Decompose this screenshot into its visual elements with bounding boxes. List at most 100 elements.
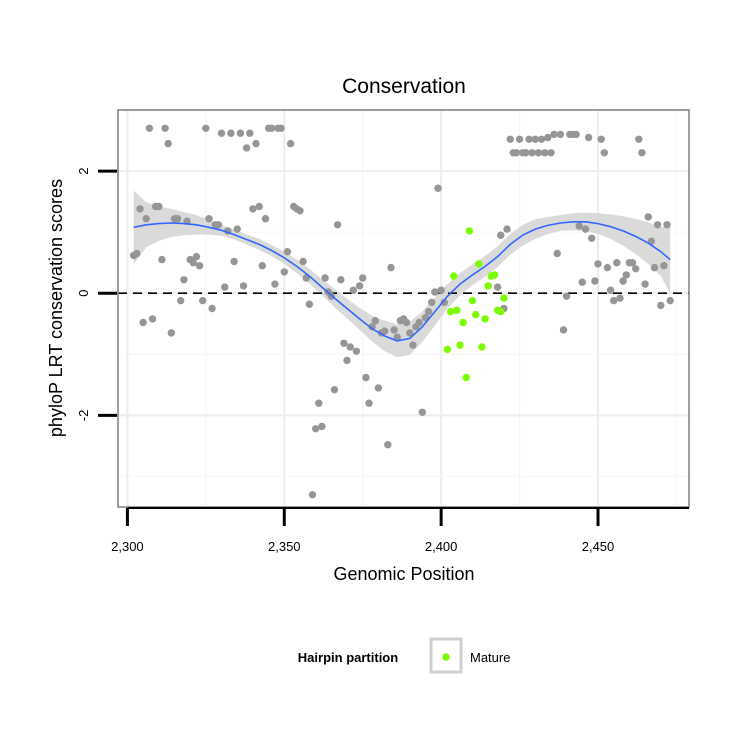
- point-other: [493, 283, 502, 291]
- point-other: [525, 135, 533, 143]
- point-other: [556, 130, 565, 139]
- point-other: [415, 318, 423, 327]
- point-other: [340, 339, 348, 347]
- point-other: [368, 323, 376, 331]
- x-axis: 2,300 2,350 2,400 2,450: [111, 507, 689, 554]
- point-other: [581, 225, 590, 233]
- point-other: [277, 124, 285, 132]
- point-other: [192, 252, 201, 261]
- point-other: [362, 373, 370, 382]
- legend-label-mature: Mature: [470, 650, 510, 665]
- point-other: [390, 326, 398, 334]
- y-axis-label: phyloP LRT conservation scores: [46, 179, 66, 437]
- point-other: [384, 441, 392, 449]
- point-other: [371, 317, 379, 325]
- point-other: [221, 283, 229, 291]
- point-other: [365, 399, 373, 407]
- point-other: [515, 135, 524, 143]
- point-other: [528, 149, 536, 157]
- point-mature: [472, 310, 480, 319]
- point-other: [202, 124, 210, 132]
- point-other: [506, 135, 514, 143]
- point-other: [236, 129, 245, 137]
- point-mature: [478, 343, 486, 351]
- point-mature: [450, 272, 458, 280]
- legend-title: Hairpin partition: [298, 650, 398, 665]
- point-other: [650, 263, 659, 272]
- point-other: [252, 139, 260, 148]
- smooth-trend-line: [133, 221, 671, 342]
- point-other: [296, 207, 304, 215]
- point-other: [381, 327, 389, 335]
- point-mature: [456, 341, 464, 349]
- point-other: [242, 144, 251, 152]
- point-other: [312, 425, 320, 433]
- point-other: [261, 215, 270, 223]
- point-other: [321, 274, 329, 282]
- x-tick-label: 2,350: [268, 539, 301, 554]
- plot-panel: [117, 109, 690, 508]
- point-other: [591, 277, 599, 285]
- point-other: [409, 341, 417, 349]
- point-other: [286, 139, 295, 148]
- point-other: [374, 384, 383, 392]
- point-other: [657, 301, 665, 310]
- point-other: [199, 296, 207, 305]
- point-other: [167, 329, 175, 337]
- point-other: [142, 215, 150, 223]
- point-other: [597, 135, 605, 143]
- point-other: [537, 135, 546, 143]
- point-other: [302, 274, 310, 282]
- point-other: [641, 280, 649, 288]
- x-tick-label: 2,400: [425, 539, 458, 554]
- point-other: [189, 259, 197, 267]
- y-tick-label: -2: [76, 410, 91, 422]
- point-other: [227, 129, 235, 137]
- point-other: [337, 276, 345, 284]
- point-other: [271, 280, 279, 288]
- point-other: [638, 149, 646, 157]
- point-other: [584, 133, 593, 142]
- point-other: [195, 262, 204, 270]
- points-mature: [443, 227, 508, 382]
- point-other: [572, 130, 580, 139]
- point-other: [663, 221, 671, 229]
- point-mature: [490, 271, 499, 279]
- point-other: [249, 205, 257, 213]
- point-other: [553, 249, 561, 258]
- point-other: [246, 129, 254, 137]
- point-other: [387, 263, 395, 272]
- point-other: [239, 282, 248, 290]
- point-other: [283, 248, 292, 256]
- point-other: [503, 225, 511, 233]
- point-other: [177, 296, 185, 305]
- point-other: [359, 274, 367, 282]
- point-other: [660, 262, 668, 270]
- point-other: [148, 315, 157, 323]
- point-mature: [459, 318, 467, 327]
- panel-background: [118, 110, 689, 507]
- point-other: [613, 259, 621, 267]
- point-other: [305, 300, 314, 308]
- point-other: [522, 149, 530, 157]
- point-other: [628, 259, 637, 267]
- x-tick-label: 2,450: [582, 539, 615, 554]
- point-mature: [497, 307, 505, 316]
- point-other: [666, 296, 674, 305]
- point-other: [333, 221, 342, 229]
- point-other: [434, 184, 442, 192]
- point-other: [230, 257, 238, 266]
- point-other: [308, 491, 317, 499]
- point-mature: [468, 296, 477, 305]
- y-tick-label: 0: [76, 290, 91, 297]
- chart-title: Conservation: [342, 75, 466, 98]
- point-other: [534, 149, 543, 157]
- point-other: [547, 149, 555, 157]
- point-other: [550, 130, 558, 139]
- point-other: [346, 343, 354, 351]
- point-other: [208, 304, 216, 313]
- point-other: [562, 292, 571, 300]
- point-other: [606, 286, 615, 294]
- point-other: [632, 265, 640, 273]
- point-mature: [481, 315, 489, 323]
